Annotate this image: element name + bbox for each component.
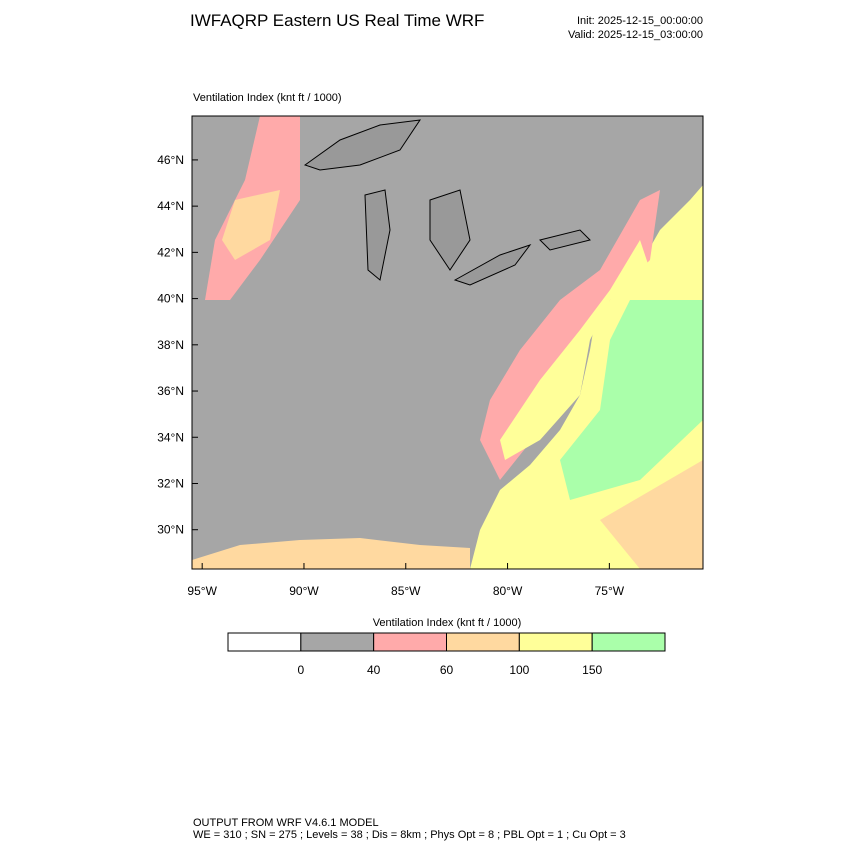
colorbar-box (446, 632, 520, 652)
map-frame (191, 115, 704, 570)
x-tick-label: 95°W (187, 584, 217, 598)
title: IWFAQRP Eastern US Real Time WRF (190, 11, 484, 30)
ocean-mid (600, 460, 703, 569)
lake-ontario (539, 229, 591, 251)
colorbar-label: 100 (509, 663, 529, 677)
orange-region (222, 190, 280, 260)
east-yellow (500, 240, 650, 460)
ocean-high (560, 300, 703, 500)
colorbar-label: 60 (440, 663, 454, 677)
y-tick-label: 38°N (157, 338, 184, 352)
footer-line: OUTPUT FROM WRF V4.6.1 MODEL (193, 817, 379, 829)
y-tick-label: 44°N (157, 199, 184, 213)
y-tick-label: 46°N (157, 153, 184, 167)
footer-line: WE = 310 ; SN = 275 ; Levels = 38 ; Dis … (193, 829, 626, 841)
lake-superior (303, 119, 422, 171)
init-time: Init: 2025-12-15_00:00:00 (577, 15, 703, 27)
colorbar-box (591, 632, 666, 652)
lake-michigan (364, 189, 391, 281)
lake-huron (429, 189, 471, 271)
y-tick-label: 40°N (157, 292, 184, 306)
colorbar-label: 0 (297, 663, 304, 677)
y-tick-label: 36°N (157, 384, 184, 398)
map (191, 115, 704, 570)
x-tick-label: 90°W (289, 584, 319, 598)
colorbar-box (227, 632, 302, 652)
valid-time: Valid: 2025-12-15_03:00:00 (568, 29, 703, 41)
colorbar-label: 150 (582, 663, 602, 677)
y-tick-label: 34°N (157, 430, 184, 444)
map-label: Ventilation Index (knt ft / 1000) (193, 92, 342, 104)
colorbar-box (300, 632, 375, 652)
gulf (192, 538, 470, 569)
x-tick-label: 85°W (391, 584, 421, 598)
x-tick-label: 80°W (493, 584, 523, 598)
lake-erie (453, 244, 532, 286)
y-tick-label: 30°N (157, 523, 184, 537)
y-tick-label: 32°N (157, 476, 184, 490)
y-tick-label: 42°N (157, 245, 184, 259)
colorbar-title: Ventilation Index (knt ft / 1000) (373, 617, 522, 629)
colorbar-box (373, 632, 447, 652)
colorbar-label: 40 (367, 663, 381, 677)
colorbar-box (518, 632, 593, 652)
x-tick-label: 75°W (595, 584, 625, 598)
